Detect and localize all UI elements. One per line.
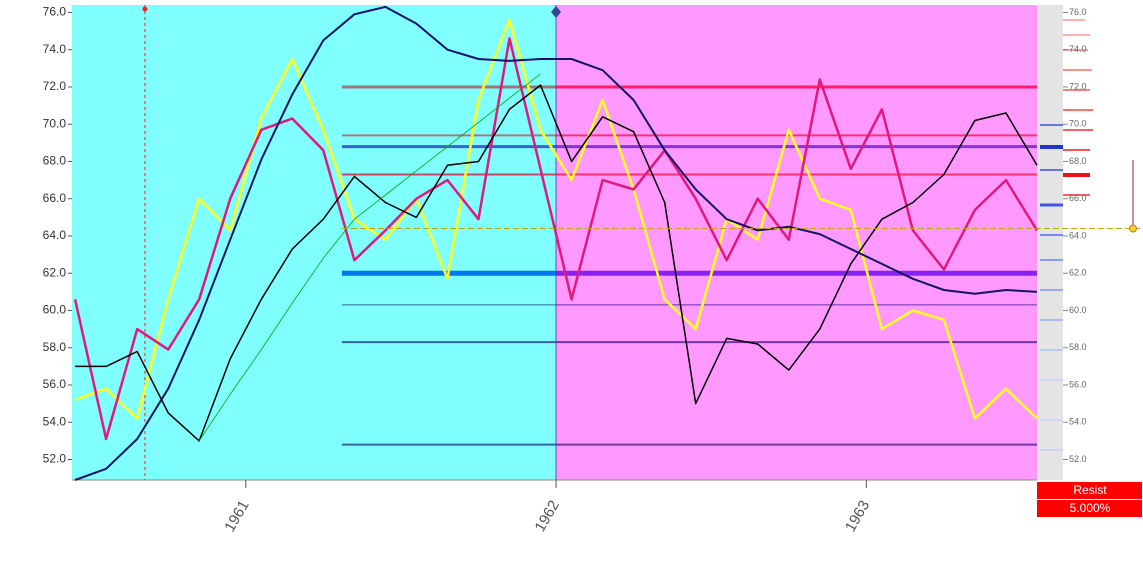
y-tick-label: 58.0 — [43, 340, 67, 354]
y2-tick-label: 52.0 — [1069, 454, 1087, 464]
y-tick-label: 68.0 — [43, 154, 67, 168]
marker — [551, 6, 562, 18]
series-line — [74, 18, 1038, 420]
series-line — [73, 37, 1039, 441]
y-tick-label: 76.0 — [43, 5, 67, 19]
y2-tick-label: 64.0 — [1069, 230, 1087, 240]
y-tick-label: 52.0 — [43, 452, 67, 466]
y-tick-label: 66.0 — [43, 191, 67, 205]
panel-value-box — [1037, 500, 1142, 517]
y-tick-label: 60.0 — [43, 303, 67, 317]
panel-label-box — [1037, 482, 1142, 499]
y-tick-label: 56.0 — [43, 377, 67, 391]
y2-tick-label: 58.0 — [1069, 342, 1087, 352]
y2-tick-label: 66.0 — [1069, 193, 1087, 203]
y2-tick-label: 76.0 — [1069, 7, 1087, 17]
panel-value: 5.000% — [1070, 501, 1111, 515]
y-tick-label: 74.0 — [43, 42, 67, 56]
region — [72, 5, 557, 480]
volume-profile — [1040, 19, 1093, 451]
y-tick-label: 62.0 — [43, 265, 67, 279]
x-tick-label: 1961 — [221, 497, 252, 534]
y-tick-label: 70.0 — [43, 116, 67, 130]
y2-tick-label: 68.0 — [1069, 156, 1087, 166]
panel-label: Resist — [1073, 483, 1107, 497]
y2-tick-label: 62.0 — [1069, 268, 1087, 278]
x-tick-label: 1962 — [532, 497, 563, 534]
y2-tick-label: 54.0 — [1069, 417, 1087, 427]
y-tick-label: 64.0 — [43, 228, 67, 242]
y2-tick-label: 56.0 — [1069, 379, 1087, 389]
profile-strip — [1037, 5, 1063, 480]
y2-tick-label: 60.0 — [1069, 305, 1087, 315]
series-line — [75, 84, 1038, 442]
x-tick-label: 1963 — [842, 497, 873, 534]
series-line — [198, 73, 541, 442]
y2-tick-label: 70.0 — [1069, 119, 1087, 129]
series-line — [74, 5, 1038, 481]
y-tick-label: 54.0 — [43, 414, 67, 428]
y-tick-label: 72.0 — [43, 79, 67, 93]
current-level-dot — [1129, 224, 1137, 233]
y2-tick-label: 74.0 — [1069, 44, 1087, 54]
region — [556, 5, 1037, 480]
y2-tick-label: 72.0 — [1069, 81, 1087, 91]
marker — [142, 6, 148, 12]
